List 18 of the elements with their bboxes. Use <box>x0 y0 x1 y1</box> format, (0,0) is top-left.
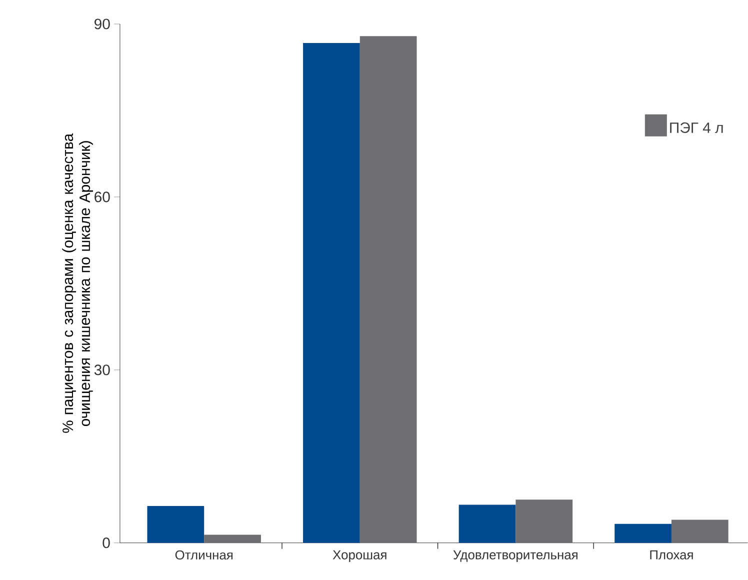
bar <box>516 500 573 543</box>
y-tick-label: 90 <box>94 18 110 30</box>
y-tick-label: 30 <box>94 364 110 376</box>
bar <box>303 43 360 543</box>
x-tick-label: Отличная <box>175 550 233 560</box>
x-tick-label: Хорошая <box>332 550 386 562</box>
bar <box>458 504 516 543</box>
bar <box>147 506 204 543</box>
bar <box>360 36 417 543</box>
x-tick-label: Удовлетворительная <box>453 550 578 562</box>
y-axis-title: % пациентов с запорами (оценка качества очищения кишечника по шкале Арончик) <box>62 134 93 433</box>
legend-label: ПЭГ 4 л <box>670 122 723 134</box>
y-tick-label: 0 <box>102 538 110 548</box>
y-tick-label: 60 <box>94 192 110 202</box>
x-tick-label: Плохая <box>650 550 693 560</box>
bar <box>204 534 261 543</box>
bar <box>614 524 672 543</box>
bar <box>671 520 728 543</box>
